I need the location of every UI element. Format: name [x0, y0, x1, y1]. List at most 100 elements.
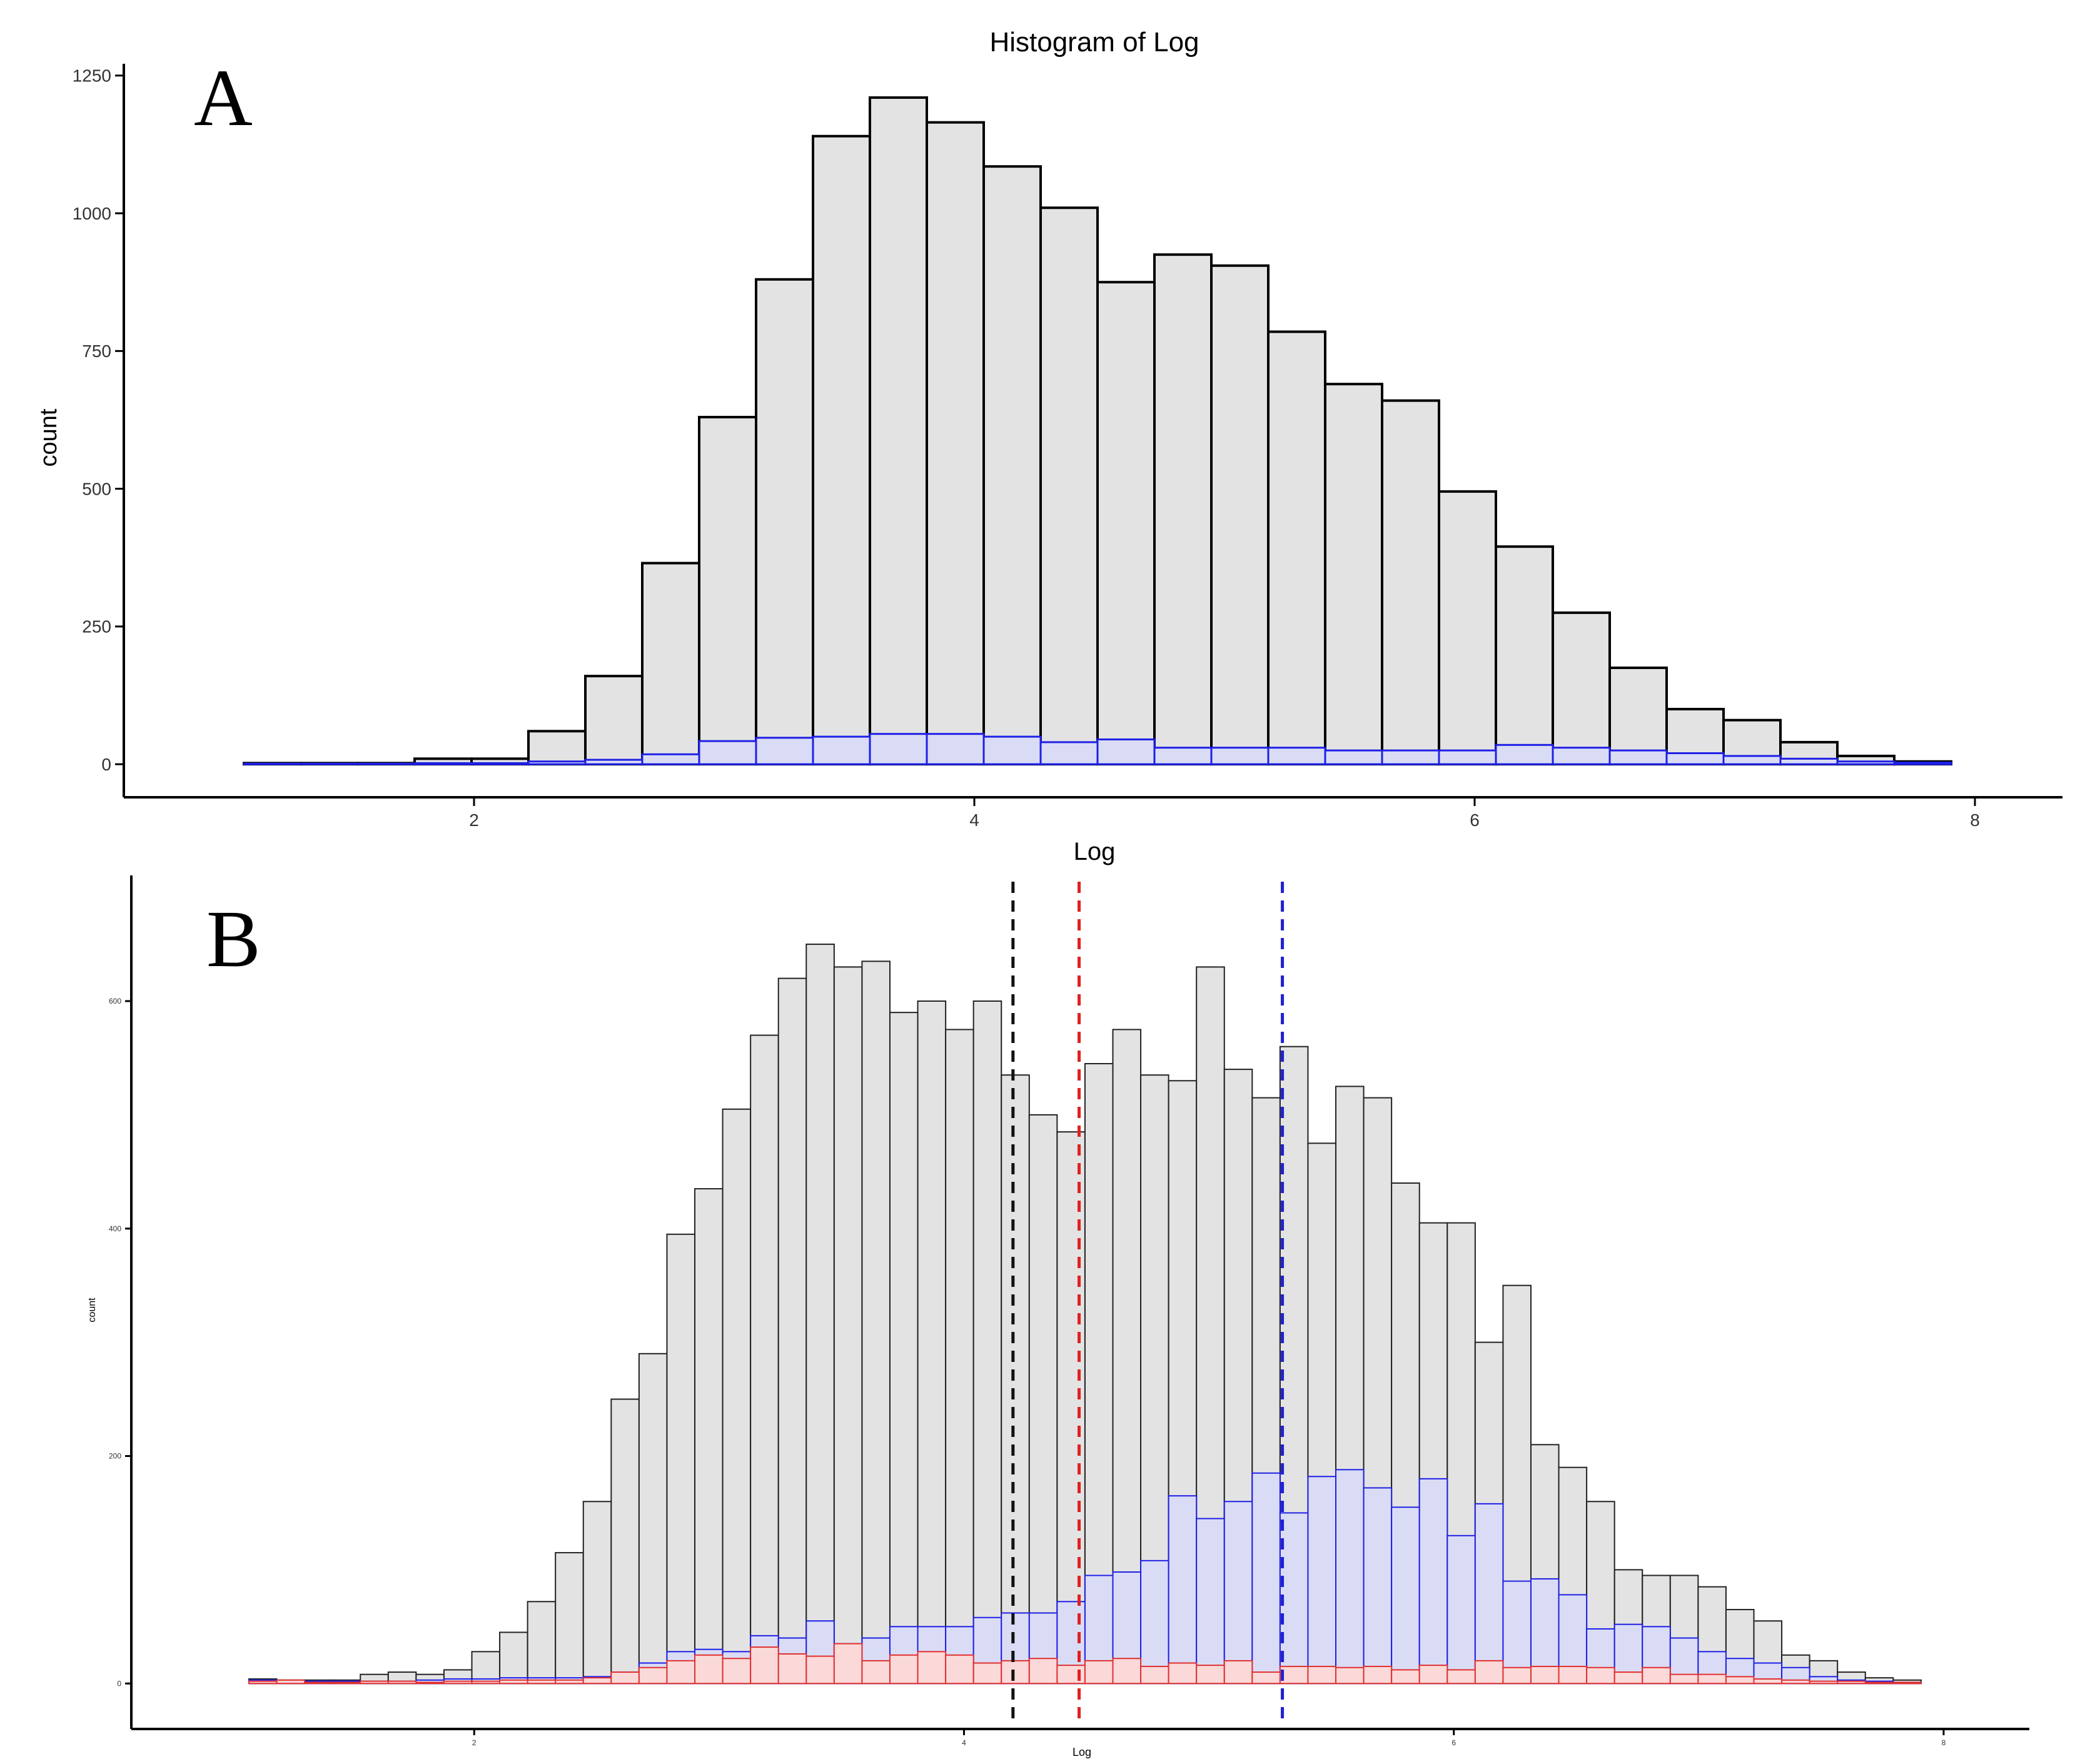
bar-all — [698, 416, 757, 766]
bar-red-subset — [1418, 1665, 1448, 1685]
bar-red-subset — [1558, 1665, 1588, 1685]
y-tick-label: 200 — [109, 1452, 121, 1461]
bar-all — [584, 675, 644, 766]
panel-a: Histogram of Log A 2 4 6 8 0 250 500 750 1000 125… — [36, 27, 2062, 865]
bar-all — [945, 1029, 974, 1685]
x-tick-label: 2 — [469, 810, 479, 830]
bar-red-subset — [1809, 1680, 1839, 1685]
bar-blue-subset — [1223, 1501, 1253, 1685]
bar-red-subset — [1530, 1665, 1560, 1685]
bar-red-subset — [499, 1679, 528, 1685]
bar-subset — [926, 733, 985, 765]
bar-red-subset — [1613, 1671, 1643, 1685]
bar-subset — [1153, 747, 1213, 765]
x-tick-label: 4 — [962, 1738, 966, 1747]
bar-red-subset — [331, 1681, 361, 1685]
y-tick-label: 750 — [82, 341, 111, 361]
bar-red-subset — [1446, 1669, 1476, 1685]
bar-red-subset — [750, 1646, 779, 1685]
panel-b-bars — [248, 944, 1922, 1685]
bar-subset — [1608, 749, 1668, 765]
x-tick-label: 4 — [969, 810, 979, 830]
bar-all — [917, 1000, 947, 1685]
bar-red-subset — [638, 1666, 668, 1685]
bar-subset — [1381, 749, 1440, 765]
chart-title: Histogram of Log — [989, 27, 1199, 58]
bar-all — [610, 1398, 640, 1685]
y-tick-label: 600 — [109, 997, 121, 1005]
bar-red-subset — [1502, 1666, 1532, 1685]
bar-red-subset — [1892, 1681, 1922, 1685]
bar-all — [555, 1552, 584, 1685]
bar-all — [1381, 399, 1440, 766]
bar-red-subset — [1781, 1679, 1810, 1685]
y-tick-label: 400 — [109, 1224, 121, 1233]
bar-red-subset — [945, 1654, 974, 1685]
bar-blue-subset — [1307, 1476, 1337, 1685]
bar-subset — [1836, 760, 1896, 765]
bar-blue-subset — [1418, 1478, 1448, 1685]
bar-subset — [527, 760, 587, 765]
bar-red-subset — [972, 1662, 1002, 1685]
bar-blue-subset — [1363, 1487, 1393, 1685]
bar-subset — [641, 753, 700, 765]
bar-subset — [812, 735, 871, 765]
bar-subset — [1267, 747, 1326, 765]
bar-subset — [584, 759, 644, 765]
bar-all — [982, 165, 1042, 766]
bar-subset — [1324, 749, 1383, 765]
bar-red-subset — [777, 1653, 807, 1685]
bar-red-subset — [527, 1679, 557, 1685]
bar-red-subset — [415, 1681, 445, 1685]
bar-all — [1324, 383, 1383, 766]
bar-red-subset — [387, 1680, 417, 1685]
bar-red-subset — [1586, 1666, 1615, 1685]
bar-all — [1153, 253, 1213, 766]
bar-all — [582, 1501, 612, 1685]
bar-red-subset — [1112, 1658, 1142, 1685]
x-tick-label: 6 — [1470, 810, 1480, 830]
bar-red-subset — [471, 1680, 501, 1685]
bar-red-subset — [1363, 1665, 1393, 1685]
bar-blue-subset — [1279, 1512, 1309, 1685]
panel-b-y-axis-title: count — [87, 1298, 98, 1323]
bar-all — [1001, 1074, 1030, 1685]
bar-all — [1267, 330, 1326, 766]
bar-red-subset — [1056, 1665, 1086, 1685]
bar-all — [869, 96, 928, 766]
bar-blue-subset — [1168, 1495, 1198, 1685]
bar-subset — [1722, 755, 1782, 765]
bar-all — [1210, 264, 1270, 766]
bar-all — [833, 966, 863, 1685]
panel-a-label: A — [194, 53, 253, 143]
x-tick-label: 6 — [1451, 1738, 1456, 1747]
bar-all — [750, 1034, 779, 1685]
bar-red-subset — [1223, 1660, 1253, 1685]
bar-all — [1552, 611, 1611, 766]
bar-red-subset — [1669, 1673, 1699, 1685]
bar-all — [1438, 490, 1497, 766]
bar-red-subset — [805, 1655, 835, 1685]
bar-red-subset — [276, 1679, 306, 1685]
x-tick-label: 2 — [472, 1738, 477, 1747]
panel-a-axes: 2 4 6 8 0 250 500 750 1000 1250 — [73, 64, 2062, 830]
bar-red-subset — [1837, 1680, 1866, 1685]
panel-a-bars — [243, 96, 1952, 766]
panel-b-reference-lines — [1011, 882, 1285, 1726]
bar-red-subset — [1001, 1660, 1030, 1685]
bar-blue-subset — [1196, 1518, 1225, 1685]
bar-red-subset — [1251, 1671, 1281, 1685]
bar-red-subset — [1391, 1669, 1420, 1685]
bar-blue-subset — [1474, 1503, 1504, 1685]
x-tick-label: 8 — [1970, 810, 1980, 830]
bar-subset — [1779, 757, 1839, 765]
bar-all — [926, 121, 985, 766]
bar-red-subset — [1335, 1666, 1365, 1685]
bar-subset — [1665, 752, 1725, 765]
bar-red-subset — [360, 1680, 389, 1685]
bar-red-subset — [610, 1671, 640, 1685]
panel-a-y-axis-title: count — [36, 408, 62, 466]
bar-red-subset — [1697, 1673, 1727, 1685]
bar-all — [755, 278, 814, 766]
